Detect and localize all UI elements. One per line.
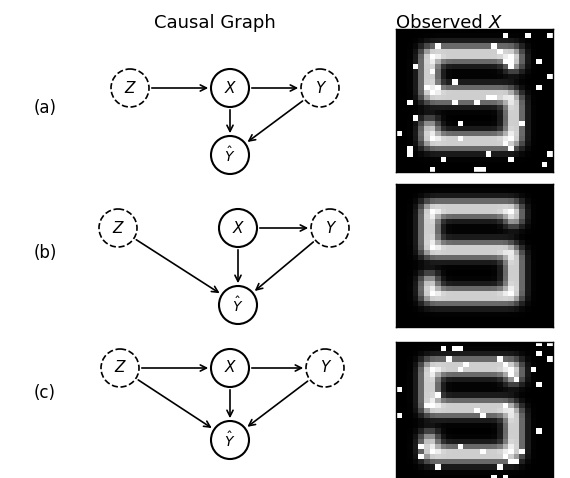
Text: Y: Y xyxy=(315,80,325,96)
Text: X: X xyxy=(233,220,243,236)
Text: $\hat{Y}$: $\hat{Y}$ xyxy=(225,145,235,164)
Text: Y: Y xyxy=(320,360,329,376)
Circle shape xyxy=(219,209,257,247)
Circle shape xyxy=(211,69,249,107)
Text: Observed: Observed xyxy=(396,14,488,32)
Circle shape xyxy=(99,209,137,247)
Text: $X$: $X$ xyxy=(488,14,503,32)
Circle shape xyxy=(219,286,257,324)
Circle shape xyxy=(211,349,249,387)
Text: Causal Graph: Causal Graph xyxy=(154,14,276,32)
Circle shape xyxy=(211,421,249,459)
Text: Z: Z xyxy=(115,360,125,376)
Text: (c): (c) xyxy=(34,384,56,402)
Text: (b): (b) xyxy=(33,244,56,262)
Text: X: X xyxy=(225,360,235,376)
Text: Z: Z xyxy=(125,80,135,96)
Text: Y: Y xyxy=(325,220,335,236)
Text: Z: Z xyxy=(113,220,123,236)
Circle shape xyxy=(306,349,344,387)
Circle shape xyxy=(101,349,139,387)
Text: (a): (a) xyxy=(34,99,56,117)
Circle shape xyxy=(301,69,339,107)
Circle shape xyxy=(111,69,149,107)
Text: X: X xyxy=(225,80,235,96)
Circle shape xyxy=(311,209,349,247)
Circle shape xyxy=(211,136,249,174)
Text: $\hat{Y}$: $\hat{Y}$ xyxy=(225,430,235,450)
Text: $\hat{Y}$: $\hat{Y}$ xyxy=(233,295,244,315)
